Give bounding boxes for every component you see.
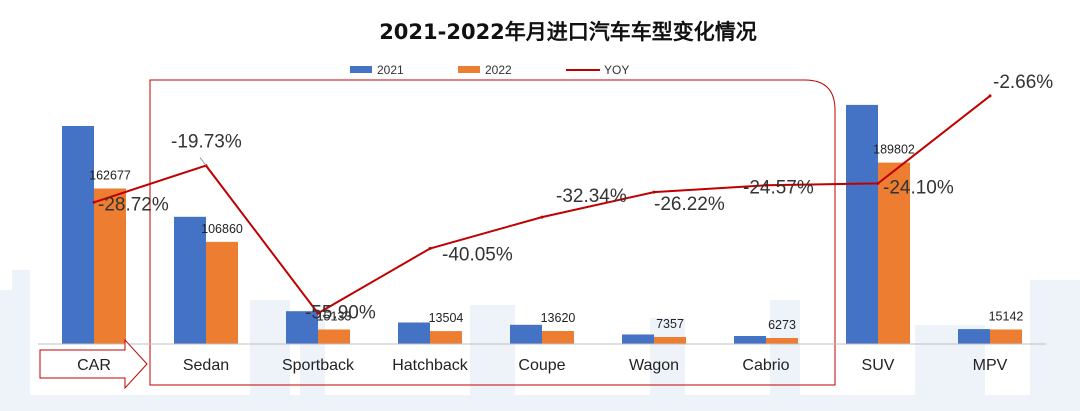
bar-2021-sportback [286, 311, 318, 344]
legend-swatch-2021 [350, 66, 372, 73]
yoy-label-hatchback: -40.05% [442, 245, 513, 266]
bar-2022-sportback [318, 329, 350, 344]
bar-2022-car [94, 188, 126, 344]
category-label-wagon: Wagon [629, 357, 679, 374]
yoy-label-coupe: -32.34% [556, 186, 627, 207]
yoy-label-sportback: -55.90% [305, 302, 376, 323]
yoy-point-hatchback [428, 247, 432, 250]
bar-2021-sedan [174, 216, 206, 344]
yoy-leader-sedan [199, 157, 207, 166]
category-label-hatchback: Hatchback [392, 357, 469, 374]
category-label-sedan: Sedan [183, 357, 229, 374]
category-label-sportback: Sportback [282, 357, 355, 374]
bar-2022-hatchback [430, 331, 462, 344]
category-label-car: CAR [77, 357, 111, 374]
yoy-label-cabrio: -24.57% [743, 177, 814, 198]
yoy-point-sportback [316, 311, 320, 315]
yoy-point-cabrio [764, 183, 768, 187]
highlight-box [149, 79, 836, 386]
yoy-point-coupe [540, 215, 544, 219]
yoy-label-car: -28.72% [98, 194, 169, 215]
legend-label-2021: 2021 [377, 63, 404, 77]
category-label-suv: SUV [862, 357, 895, 374]
bar-2021-suv [846, 104, 878, 345]
yoy-point-wagon [652, 190, 656, 194]
bar-label-2022-hatchback: 13504 [429, 311, 464, 325]
bar-2021-car [62, 126, 94, 344]
category-labels: CAR Sedan Sportback Hatchback Coupe Wagon Cabr… [77, 357, 1008, 374]
bar-2022-sedan [206, 241, 238, 344]
car-arrow-shape [39, 338, 148, 390]
bar-label-2022-sedan: 106860 [201, 222, 243, 236]
bar-label-2022-sportback: 15133 [317, 310, 352, 324]
bar-2022-wagon [654, 337, 686, 344]
yoy-label-wagon: -26.22% [654, 194, 725, 215]
bar-2022-mpv [990, 329, 1022, 344]
yoy-point-mpv [988, 94, 992, 98]
legend: 2021 2022 YOY [350, 63, 629, 77]
background-skyline [0, 270, 1080, 411]
bar-2022-cabrio [766, 338, 798, 344]
yoy-labels: -28.72% -19.73% -55.90% -40.05% -32.34% -26.2… [98, 72, 1053, 323]
legend-swatch-2022 [458, 66, 480, 73]
category-label-cabrio: Cabrio [742, 357, 789, 374]
chart-title: 2021-2022年月进口汽车车型变化情况 [379, 20, 757, 44]
bar-label-2022-wagon: 7357 [656, 317, 684, 331]
yoy-point-car [92, 200, 96, 204]
bar-2021-coupe [510, 324, 542, 344]
category-label-coupe: Coupe [518, 357, 565, 374]
bar-2021-mpv [958, 329, 990, 344]
bar-2021-hatchback [398, 322, 430, 344]
bar-label-2022-coupe: 13620 [541, 311, 576, 325]
legend-label-2022: 2022 [485, 63, 512, 77]
yoy-point-suv [876, 181, 880, 185]
bar-label-2022-car: 162677 [89, 169, 131, 183]
legend-label-yoy: YOY [604, 63, 629, 77]
bars-layer: 162677 106860 15133 13504 13620 7357 6273 18980… [62, 104, 1024, 345]
bar-2021-cabrio [734, 336, 766, 344]
bar-label-2022-suv: 189802 [873, 143, 915, 157]
bar-label-2022-cabrio: 6273 [768, 318, 796, 332]
yoy-label-sedan: -19.73% [171, 132, 242, 153]
bar-2021-wagon [622, 334, 654, 344]
yoy-line-layer [92, 94, 992, 315]
bar-label-2022-mpv: 15142 [989, 310, 1024, 324]
yoy-label-suv: -24.10% [883, 177, 954, 198]
bar-2022-coupe [542, 331, 574, 344]
bar-2022-suv [878, 162, 910, 344]
category-label-mpv: MPV [973, 357, 1008, 374]
yoy-label-mpv: -2.66% [993, 72, 1053, 93]
